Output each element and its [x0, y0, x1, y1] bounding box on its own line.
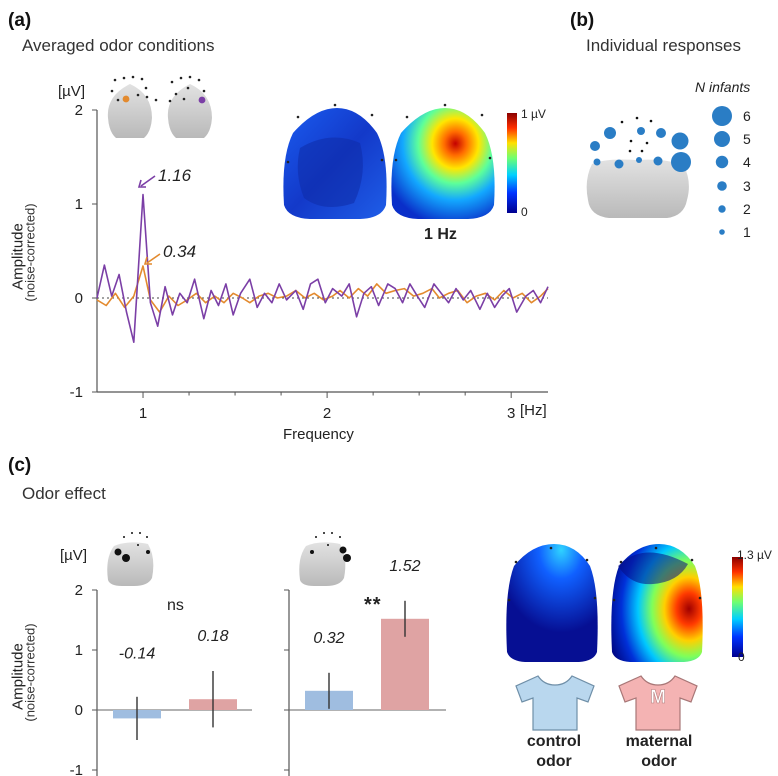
- n-infants-legend-dots: [712, 106, 732, 235]
- bar-y-label-2: (noise-corrected): [22, 623, 38, 722]
- spectrum-x-unit: [Hz]: [520, 402, 547, 419]
- spectrum-y-label-2: (noise-corrected): [22, 203, 38, 302]
- control-odor-line-2: odor: [536, 753, 572, 770]
- orange-peak-value: 0.34: [163, 242, 197, 261]
- x-tick-label: 2: [323, 405, 331, 422]
- colorbar-c-max: 1.3 µV: [737, 548, 772, 562]
- colorbar-a-max: 1 µV: [521, 107, 546, 121]
- legend-value-6: 6: [743, 108, 751, 124]
- individual-responses-head: [586, 116, 691, 218]
- bar-chart-left: -1 0 1 2 -0.14 0.18: [70, 582, 252, 776]
- colorbar-a-min: 0: [521, 205, 528, 219]
- spectrum-y-unit: [µV]: [58, 83, 85, 100]
- orange-peak-arrow: [146, 253, 161, 264]
- panel-b-label: (b): [570, 10, 595, 31]
- electrode-head-right: [167, 75, 212, 138]
- n-infants-legend-title: N infants: [695, 79, 750, 95]
- y-tick-label: 0: [75, 290, 83, 307]
- y-tick-label: 0: [75, 702, 83, 719]
- left-significance: ns: [167, 597, 184, 614]
- panel-a-title: Averaged odor conditions: [22, 36, 215, 55]
- topomap-1hz: [391, 103, 495, 219]
- topomap-maternal-odor: [611, 544, 703, 662]
- legend-value-4: 4: [743, 154, 751, 170]
- n-infants-legend-title-text: N infants: [695, 79, 751, 95]
- bar-value-label: 1.52: [389, 558, 420, 575]
- orange-electrode: [122, 95, 130, 103]
- purple-series-line: [96, 193, 549, 344]
- control-odor-line-1: control: [526, 733, 582, 750]
- legend-value-5: 5: [743, 131, 751, 147]
- spectrum-plot: -1 0 1 2 1 2 3: [70, 102, 549, 422]
- purple-peak-value: 1.16: [158, 166, 192, 185]
- electrode-head-c-right: [299, 532, 351, 586]
- purple-arrowhead: [137, 179, 146, 188]
- control-odor-shirt-icon: [515, 675, 595, 731]
- panel-c-title: Odor effect: [22, 484, 106, 503]
- colorbar-c-min: 0: [738, 650, 745, 664]
- bar-value-label: -0.14: [119, 645, 156, 662]
- topomap-control-odor: [506, 544, 598, 662]
- legend-value-2: 2: [743, 201, 751, 217]
- bar-y-unit: [µV]: [60, 547, 87, 564]
- topomap-baseline: [283, 103, 387, 219]
- spectrum-series: [96, 193, 549, 344]
- panel-c-label: (c): [8, 455, 32, 476]
- y-tick-label: 2: [75, 582, 83, 599]
- y-tick-label: 1: [75, 196, 83, 213]
- panel-b-title: Individual responses: [586, 36, 741, 55]
- orange-series-line: [96, 265, 549, 313]
- colorbar-a: [507, 113, 517, 213]
- x-tick-label: 1: [139, 405, 147, 422]
- spectrum-y-ticks: -1 0 1 2: [70, 102, 97, 401]
- purple-electrode: [198, 96, 206, 104]
- orange-arrowhead: [143, 256, 152, 265]
- legend-value-3: 3: [743, 178, 751, 194]
- topomap-freq-label: 1 Hz: [424, 226, 457, 243]
- legend-value-1: 1: [743, 224, 751, 240]
- response-dots: [590, 127, 691, 172]
- x-tick-label: 3: [507, 405, 515, 422]
- maternal-odor-line-2: odor: [641, 753, 677, 770]
- y-tick-label: -1: [70, 384, 83, 401]
- right-significance: **: [364, 594, 382, 616]
- colorbar-c: [732, 557, 743, 657]
- bar-value-label: 0.18: [197, 628, 228, 645]
- bar-value-label: 0.32: [313, 630, 344, 647]
- spectrum-x-label: Frequency: [283, 426, 354, 443]
- y-tick-label: 1: [75, 642, 83, 659]
- y-tick-label: 2: [75, 102, 83, 119]
- bar-chart-right: 0.32 1.52: [284, 558, 446, 776]
- purple-peak-arrow: [140, 175, 156, 187]
- electrode-head-c-left: [107, 532, 154, 586]
- y-tick-label: -1: [70, 762, 83, 776]
- maternal-odor-line-1: maternal: [625, 733, 693, 750]
- shirt-letter-m: M: [650, 687, 666, 708]
- control-odor-label: control odor: [514, 732, 594, 772]
- maternal-odor-shirt-icon: M: [618, 675, 698, 731]
- maternal-odor-label: maternal odor: [614, 732, 704, 772]
- panel-a-label: (a): [8, 10, 32, 31]
- spectrum-x-ticks: 1 2 3: [139, 392, 515, 422]
- electrode-head-left: [107, 75, 158, 138]
